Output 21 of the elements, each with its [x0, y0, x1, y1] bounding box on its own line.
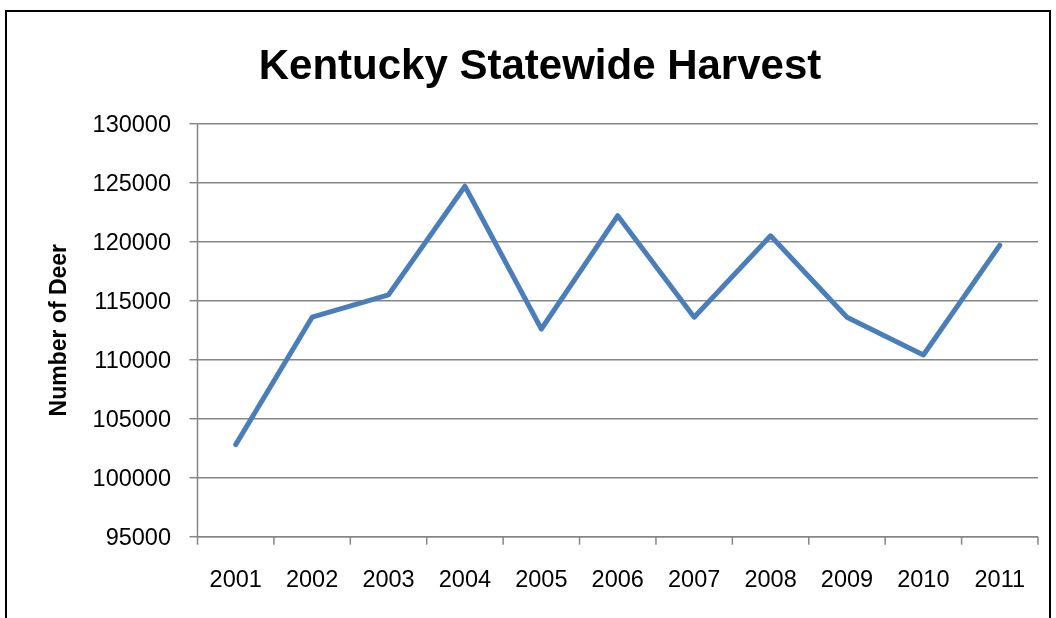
y-tick-label: 95000 [105, 523, 171, 550]
x-tick-label: 2004 [438, 565, 492, 592]
x-tick-label: 2001 [209, 565, 262, 592]
x-tick-label: 2003 [362, 565, 415, 592]
x-tick-label: 2007 [668, 565, 721, 592]
x-tick-label: 2002 [285, 565, 339, 592]
y-tick-label: 120000 [92, 228, 171, 255]
x-tick-label: 2011 [974, 565, 1026, 592]
x-tick-label: 2005 [515, 565, 568, 592]
x-tick-label: 2006 [591, 565, 644, 592]
y-tick-label: 115000 [94, 287, 171, 314]
chart-title: Kentucky Statewide Harvest [258, 41, 822, 88]
x-tick-label: 2010 [897, 565, 950, 592]
y-tick-label: 130000 [92, 110, 171, 137]
y-tick-label: 125000 [92, 169, 171, 196]
x-tick-label: 2009 [820, 565, 874, 592]
x-tick-label: 2008 [744, 565, 797, 592]
y-tick-label: 110000 [94, 346, 171, 373]
y-tick-label: 105000 [92, 405, 171, 432]
y-tick-label: 100000 [92, 464, 171, 491]
y-axis-title: Number of Deer [45, 243, 71, 417]
